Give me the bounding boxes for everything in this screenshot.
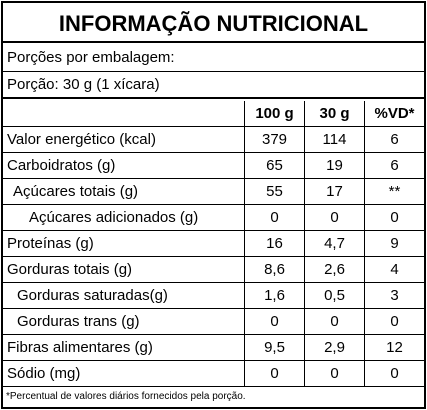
- nutrient-name: Gorduras trans (g): [3, 309, 244, 335]
- nutrient-value: 19: [304, 153, 364, 179]
- nutrient-value: 0: [364, 309, 424, 335]
- nutrient-value: 0: [244, 205, 304, 231]
- nutrient-name: Fibras alimentares (g): [3, 335, 244, 361]
- nutrient-value: 17: [304, 179, 364, 205]
- nutrient-name: Carboidratos (g): [3, 153, 244, 179]
- nutrient-name: Proteínas (g): [3, 231, 244, 257]
- nutrient-value: 0: [304, 205, 364, 231]
- nutrient-value: 114: [304, 127, 364, 153]
- nutrient-value: 4: [364, 257, 424, 283]
- nutrient-value: 9: [364, 231, 424, 257]
- nutrient-name: Açúcares totais (g): [3, 179, 244, 205]
- nutrient-value: 9,5: [244, 335, 304, 361]
- nutrient-value: 0,5: [304, 283, 364, 309]
- column-header: 30 g: [304, 101, 364, 127]
- nutrient-name: Açúcares adicionados (g): [3, 205, 244, 231]
- header-blank: [3, 101, 244, 127]
- nutrient-value: 0: [364, 361, 424, 387]
- nutrient-value: 2,9: [304, 335, 364, 361]
- nutrient-value: 0: [364, 205, 424, 231]
- nutrient-value: 0: [244, 309, 304, 335]
- nutrient-value: 6: [364, 153, 424, 179]
- title: INFORMAÇÃO NUTRICIONAL: [3, 3, 424, 43]
- footnote: *Percentual de valores diários fornecido…: [6, 391, 246, 402]
- column-header: 100 g: [244, 101, 304, 127]
- nutrient-name: Valor energético (kcal): [3, 127, 244, 153]
- nutrient-name: Gorduras saturadas(g): [3, 283, 244, 309]
- nutrient-value: 3: [364, 283, 424, 309]
- nutrient-value: 12: [364, 335, 424, 361]
- column-header: %VD*: [364, 101, 424, 127]
- nutrient-value: 1,6: [244, 283, 304, 309]
- nutrient-name: Sódio (mg): [3, 361, 244, 387]
- serving-info: Porção: 30 g (1 xícara): [3, 72, 424, 99]
- nutrient-value: **: [364, 179, 424, 205]
- nutrient-value: 65: [244, 153, 304, 179]
- nutrient-value: 6: [364, 127, 424, 153]
- nutrient-value: 0: [304, 361, 364, 387]
- serving-info: Porções por embalagem:: [3, 45, 424, 72]
- nutrient-value: 16: [244, 231, 304, 257]
- nutrient-value: 8,6: [244, 257, 304, 283]
- nutrient-value: 379: [244, 127, 304, 153]
- nutrient-value: 0: [244, 361, 304, 387]
- nutrient-value: 4,7: [304, 231, 364, 257]
- nutrient-name: Gorduras totais (g): [3, 257, 244, 283]
- nutrient-value: 2,6: [304, 257, 364, 283]
- nutrient-value: 55: [244, 179, 304, 205]
- nutrient-value: 0: [304, 309, 364, 335]
